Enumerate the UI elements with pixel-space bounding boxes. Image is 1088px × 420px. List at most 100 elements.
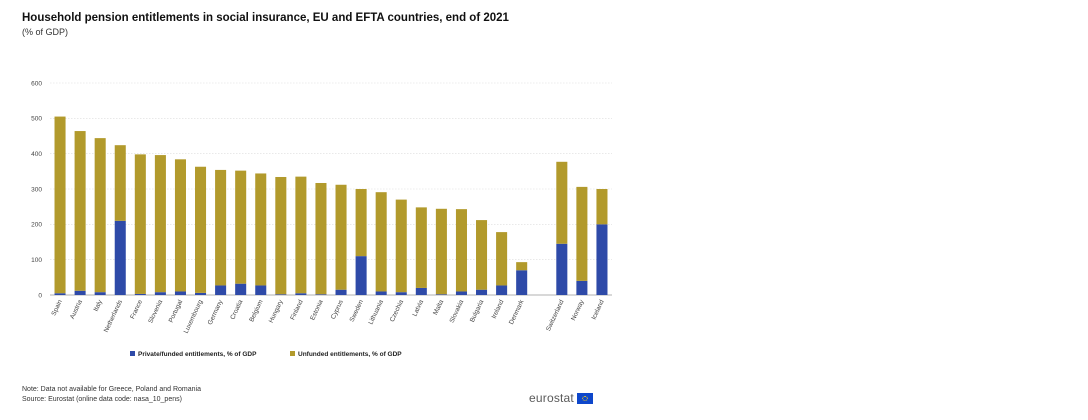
bar-segment: [315, 294, 327, 295]
x-tick-label: Finland: [289, 299, 305, 322]
bar-segment: [195, 292, 207, 295]
bar-segment: [395, 199, 407, 293]
source-note: Source: Eurostat (online data code: nasa…: [22, 396, 182, 403]
bar-segment: [596, 224, 608, 295]
y-tick-label: 400: [31, 151, 42, 158]
x-tick-label: Estonia: [309, 299, 325, 322]
bar-segment: [576, 186, 588, 281]
footnote: Note: Data not available for Greece, Pol…: [22, 386, 201, 393]
bar-segment: [195, 166, 207, 293]
x-tick-label: France: [129, 299, 144, 321]
x-tick-label: Belgium: [248, 299, 264, 323]
chart-title: Household pension entitlements in social…: [22, 12, 509, 24]
bar-segment: [355, 189, 367, 257]
bar-segment: [496, 232, 508, 286]
bar-segment: [215, 169, 227, 286]
x-tick-label: Netherlands: [103, 298, 124, 333]
bar-segment: [455, 209, 467, 292]
x-tick-label: Luxembourg: [183, 299, 205, 335]
bar-segment: [154, 292, 166, 295]
x-tick-label: Bulgaria: [469, 299, 486, 324]
bar-segment: [516, 262, 528, 271]
legend-label: Unfunded entitlements, % of GDP: [298, 351, 402, 358]
bar-segment: [415, 287, 427, 295]
logo-text: eurostat: [529, 391, 574, 405]
bar-segment: [54, 116, 66, 294]
y-tick-label: 300: [31, 186, 42, 193]
bar-segment: [114, 145, 126, 221]
x-tick-label: Cyprus: [330, 298, 345, 320]
bar-segment: [455, 291, 467, 295]
bar-segment: [134, 293, 146, 295]
x-tick-label: Malta: [432, 299, 445, 317]
legend: Private/funded entitlements, % of GDP Unf…: [130, 351, 402, 358]
gridlines: [50, 82, 612, 296]
bar-segment: [516, 270, 528, 295]
bar-segment: [375, 192, 387, 292]
bar-segment: [275, 294, 287, 295]
x-tick-label: Croatia: [229, 299, 244, 321]
x-tick-label: Czechia: [389, 299, 405, 324]
bar-segment: [496, 285, 508, 295]
bar-segment: [174, 159, 186, 292]
x-tick-label: Switzerland: [545, 299, 566, 333]
x-tick-label: Norway: [570, 298, 586, 322]
eu-flag-icon: [576, 392, 593, 404]
bar-segment: [556, 161, 568, 244]
bar-segment: [435, 294, 447, 295]
y-axis-ticks: 0 100 200 300 400 500 600: [31, 80, 42, 299]
x-tick-label: Germany: [207, 298, 225, 326]
bar-segment: [215, 285, 227, 295]
x-tick-label: Spain: [50, 299, 64, 317]
bar-segment: [154, 155, 166, 293]
bar-segment: [556, 243, 568, 295]
y-tick-label: 500: [31, 116, 42, 123]
bar-segment: [134, 154, 146, 294]
x-tick-label: Lithuania: [367, 299, 385, 326]
y-tick-label: 200: [31, 222, 42, 229]
bar-segment: [94, 292, 106, 295]
bar-segment: [74, 290, 86, 295]
x-tick-label: Sweden: [349, 299, 365, 324]
bar-segment: [395, 292, 407, 295]
y-tick-label: 600: [31, 80, 42, 87]
x-tick-label: Slovenia: [147, 299, 164, 325]
bar-segment: [74, 131, 86, 291]
bar-segment: [54, 293, 66, 295]
x-tick-label: Latvia: [411, 299, 425, 318]
x-tick-label: Slovakia: [449, 299, 466, 325]
x-tick-label: Austria: [69, 299, 84, 321]
bar-segment: [335, 184, 347, 290]
y-tick-label: 100: [31, 257, 42, 264]
legend-swatch: [290, 351, 295, 356]
chart-subtitle: (% of GDP): [22, 27, 69, 37]
x-tick-label: Portugal: [168, 298, 185, 323]
bar-segment: [235, 283, 247, 295]
bar-segment: [355, 256, 367, 295]
bar-segment: [114, 220, 126, 295]
bar-segment: [275, 176, 287, 295]
x-tick-label: Denmark: [508, 298, 526, 326]
bar-segment: [476, 220, 488, 290]
legend-label: Private/funded entitlements, % of GDP: [138, 351, 257, 358]
bar-segment: [295, 176, 307, 294]
bar-segment: [315, 182, 327, 295]
y-tick-label: 0: [38, 292, 42, 299]
bar-segment: [174, 291, 186, 295]
bar-segment: [375, 291, 387, 295]
bar-segment: [415, 207, 427, 288]
bar-segment: [94, 138, 106, 293]
bar-segment: [255, 285, 267, 295]
stacked-bar-chart: 0 100 200 300 400 500 600 Spain Austria ItalyNet…: [31, 80, 612, 358]
bar-segment: [476, 289, 488, 295]
bar-segment: [295, 293, 307, 295]
bar-segment: [435, 208, 447, 295]
bar-segment: [235, 170, 247, 284]
x-tick-label: Hungary: [268, 298, 285, 324]
x-tick-label: Ireland: [491, 299, 506, 320]
bar-segment: [335, 289, 347, 295]
x-tick-label: Italy: [93, 298, 105, 312]
legend-swatch: [130, 351, 135, 356]
bar-segment: [576, 280, 588, 295]
